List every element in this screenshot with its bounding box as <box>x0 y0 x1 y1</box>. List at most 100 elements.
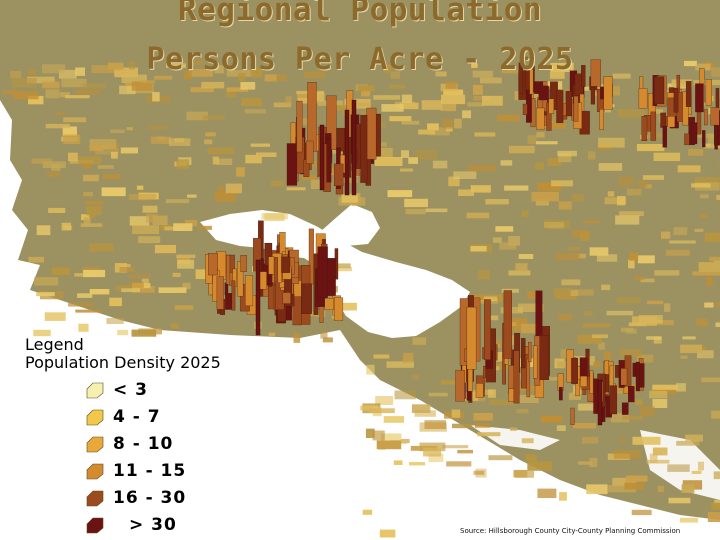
density-block <box>156 136 165 141</box>
density-block <box>657 485 664 493</box>
map-title-line2: Persons Per Acre - 2025 <box>146 42 574 77</box>
density-block <box>424 420 446 429</box>
density-block <box>226 87 248 92</box>
density-block <box>677 165 701 173</box>
density-spike <box>231 280 236 311</box>
density-block <box>536 132 545 138</box>
density-block <box>458 189 474 196</box>
density-block <box>58 69 77 79</box>
density-block <box>571 194 585 202</box>
density-block <box>47 171 61 177</box>
density-block <box>691 183 711 188</box>
density-block <box>485 199 509 205</box>
density-block <box>573 423 596 429</box>
density-block <box>311 92 325 102</box>
density-block <box>518 303 544 312</box>
density-block <box>286 187 306 191</box>
density-block <box>401 94 413 103</box>
density-block <box>204 139 213 145</box>
density-block <box>423 447 442 457</box>
density-block <box>241 98 262 106</box>
density-block <box>550 62 574 72</box>
density-spike <box>360 114 368 183</box>
legend-swatch-icon <box>86 490 104 506</box>
density-block <box>51 267 70 275</box>
density-block <box>516 409 529 414</box>
density-block <box>11 78 37 88</box>
density-block <box>577 461 593 465</box>
density-block <box>31 158 53 164</box>
density-block <box>361 90 371 97</box>
density-block <box>341 194 358 203</box>
density-block <box>138 236 161 244</box>
density-block <box>673 227 688 236</box>
density-block <box>615 215 640 225</box>
density-spike <box>366 107 377 160</box>
density-block <box>190 87 214 93</box>
density-block <box>389 84 406 89</box>
density-block <box>545 122 566 129</box>
density-block <box>625 475 648 482</box>
density-block <box>78 156 102 165</box>
density-block <box>549 72 565 79</box>
density-spike <box>581 65 586 87</box>
density-spike <box>620 368 628 386</box>
density-block <box>42 64 66 74</box>
density-spike <box>710 107 720 126</box>
density-block <box>357 85 375 92</box>
density-block <box>264 74 278 82</box>
density-spike <box>503 290 512 359</box>
density-block <box>372 147 393 158</box>
density-block <box>119 85 136 95</box>
density-block <box>473 84 483 95</box>
density-block <box>412 374 419 380</box>
density-block <box>361 110 369 117</box>
density-block <box>415 150 437 160</box>
density-block <box>667 464 690 472</box>
density-block <box>245 154 262 164</box>
density-block <box>701 377 720 383</box>
density-block <box>401 120 420 125</box>
density-spike <box>484 299 491 360</box>
density-block <box>87 213 96 218</box>
density-block <box>225 88 236 98</box>
density-block <box>556 425 566 431</box>
density-block <box>440 380 462 385</box>
density-spike <box>571 357 578 384</box>
density-block <box>625 328 637 334</box>
density-block <box>380 433 402 444</box>
legend-label: 4 - 7 <box>113 406 161 427</box>
density-block <box>54 111 65 115</box>
density-block <box>441 94 466 105</box>
density-spike <box>513 350 520 404</box>
density-block <box>89 243 114 252</box>
density-spike <box>590 59 601 87</box>
density-block <box>589 247 609 256</box>
density-block <box>521 210 529 217</box>
density-block <box>320 331 328 339</box>
density-spike <box>538 85 549 101</box>
density-block <box>117 329 129 336</box>
legend-heading: Legend <box>25 335 84 354</box>
density-block <box>76 89 100 95</box>
density-spike <box>599 109 604 130</box>
density-block <box>589 458 598 467</box>
density-block <box>704 232 720 242</box>
density-block <box>107 62 124 71</box>
density-block <box>601 284 611 291</box>
legend-label: 16 - 30 <box>113 487 187 508</box>
density-block <box>114 67 138 78</box>
density-block <box>497 114 520 122</box>
density-block <box>488 455 513 461</box>
density-block <box>680 344 703 353</box>
density-spike <box>650 111 657 141</box>
density-block <box>457 449 473 454</box>
density-block <box>387 190 413 198</box>
density-spike <box>600 86 604 100</box>
density-block <box>527 135 537 144</box>
density-block <box>619 439 627 443</box>
density-spike <box>635 361 640 392</box>
legend: Legend Population Density 2025 < 3 4 - 7… <box>25 336 221 538</box>
density-block <box>619 176 634 186</box>
density-spike <box>326 138 332 183</box>
